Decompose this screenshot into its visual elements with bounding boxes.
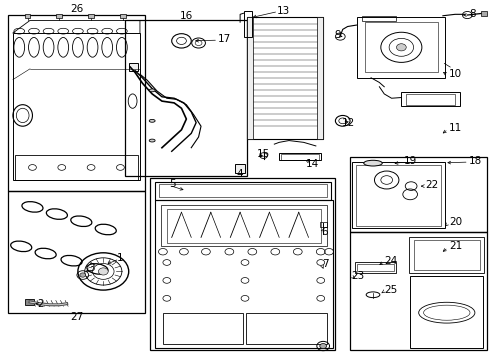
Bar xyxy=(357,17,445,78)
Bar xyxy=(13,33,140,180)
Text: 14: 14 xyxy=(306,159,319,169)
Text: 1: 1 xyxy=(117,253,123,263)
Text: 7: 7 xyxy=(322,259,328,269)
Text: 3: 3 xyxy=(88,263,95,273)
Text: 18: 18 xyxy=(469,156,482,166)
Bar xyxy=(357,264,394,271)
Text: 21: 21 xyxy=(449,241,463,251)
Text: 11: 11 xyxy=(449,123,463,133)
Text: 16: 16 xyxy=(180,11,193,21)
Bar xyxy=(244,12,252,37)
Text: 13: 13 xyxy=(277,6,290,16)
Bar xyxy=(410,276,484,348)
Circle shape xyxy=(396,44,406,51)
Bar xyxy=(318,17,323,139)
Bar xyxy=(167,209,321,243)
Ellipse shape xyxy=(364,160,382,166)
Bar xyxy=(155,200,333,348)
Bar xyxy=(350,232,487,350)
Bar xyxy=(246,313,327,344)
Bar xyxy=(365,22,438,72)
Circle shape xyxy=(320,343,327,348)
Text: 24: 24 xyxy=(384,256,397,266)
Text: 15: 15 xyxy=(257,149,270,159)
Ellipse shape xyxy=(149,89,155,92)
Bar xyxy=(150,178,335,350)
Text: 20: 20 xyxy=(449,217,463,227)
Bar xyxy=(481,12,487,16)
Bar xyxy=(24,14,30,18)
Text: 26: 26 xyxy=(70,4,83,14)
Bar xyxy=(15,155,139,180)
Bar xyxy=(279,153,321,160)
Text: 25: 25 xyxy=(384,285,397,296)
Text: 2: 2 xyxy=(37,299,44,309)
Text: 23: 23 xyxy=(351,271,365,281)
Bar xyxy=(129,63,138,71)
Bar xyxy=(355,262,396,273)
Circle shape xyxy=(98,268,108,275)
Bar xyxy=(8,15,145,191)
Bar xyxy=(88,14,94,18)
Circle shape xyxy=(80,273,86,277)
Bar xyxy=(247,17,323,139)
Bar xyxy=(281,154,319,159)
Bar xyxy=(362,16,396,22)
Bar xyxy=(25,299,34,305)
Bar xyxy=(352,162,445,228)
Ellipse shape xyxy=(149,139,155,142)
Bar xyxy=(161,205,327,246)
Text: 19: 19 xyxy=(404,156,417,166)
Bar xyxy=(120,14,126,18)
Bar xyxy=(56,14,62,18)
Text: 22: 22 xyxy=(425,180,438,190)
Bar xyxy=(409,237,485,273)
Bar xyxy=(235,164,245,173)
Text: 6: 6 xyxy=(322,227,328,237)
Bar xyxy=(155,182,331,200)
Bar xyxy=(125,21,247,176)
Text: 9: 9 xyxy=(335,30,341,40)
Bar xyxy=(159,184,327,197)
Text: 12: 12 xyxy=(342,118,355,128)
Bar xyxy=(320,222,327,227)
Bar xyxy=(163,313,243,344)
Bar xyxy=(356,165,441,226)
Text: 5: 5 xyxy=(169,179,176,189)
Bar xyxy=(247,17,253,139)
Bar xyxy=(401,92,460,107)
Text: 17: 17 xyxy=(218,35,231,44)
Bar xyxy=(406,94,455,105)
Ellipse shape xyxy=(149,120,155,122)
Bar xyxy=(350,157,487,232)
Text: 10: 10 xyxy=(449,69,463,79)
Text: 27: 27 xyxy=(70,312,83,322)
Bar xyxy=(8,191,145,313)
Bar xyxy=(414,240,480,270)
Text: 4: 4 xyxy=(237,168,244,179)
Text: 8: 8 xyxy=(469,9,475,19)
